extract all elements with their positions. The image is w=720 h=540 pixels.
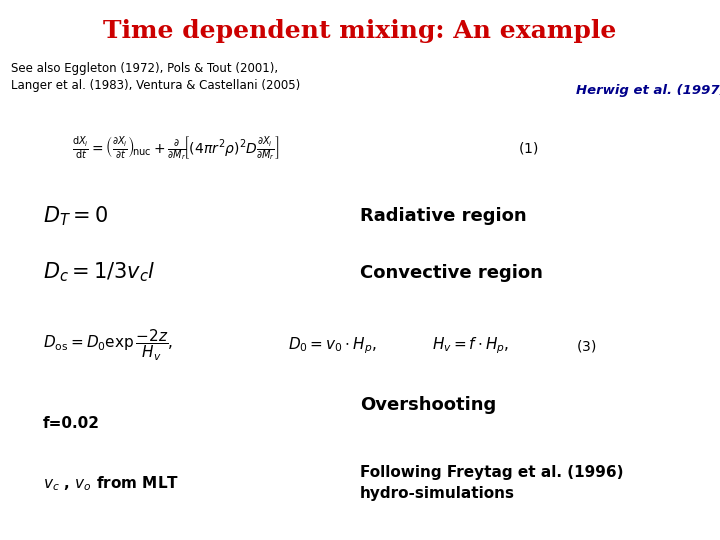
Text: Radiative region: Radiative region (360, 207, 526, 225)
Text: $D_0 = v_0 \cdot H_p,$: $D_0 = v_0 \cdot H_p,$ (288, 335, 377, 356)
Text: Convective region: Convective region (360, 264, 543, 282)
Text: Overshooting: Overshooting (360, 396, 496, 414)
Text: $\frac{\mathrm{d}X_i}{\mathrm{d}t} = \left(\frac{\partial X_i}{\partial t}\right: $\frac{\mathrm{d}X_i}{\mathrm{d}t} = \le… (72, 134, 279, 163)
Text: $v_c$ , $v_o$ from MLT: $v_c$ , $v_o$ from MLT (43, 474, 179, 492)
Text: $H_v = f \cdot H_p,$: $H_v = f \cdot H_p,$ (432, 335, 509, 356)
Text: $\mathit{D}_{\mathrm{os}} = D_0 \exp\dfrac{-2z}{H_v},$: $\mathit{D}_{\mathrm{os}} = D_0 \exp\dfr… (43, 328, 174, 363)
Text: Time dependent mixing: An example: Time dependent mixing: An example (103, 19, 617, 43)
Text: See also Eggleton (1972), Pols & Tout (2001),
Langer et al. (1983), Ventura & Ca: See also Eggleton (1972), Pols & Tout (2… (11, 62, 300, 92)
Text: $(3)$: $(3)$ (576, 338, 596, 354)
Text: $\mathit{D}_{\mathit{c}} = 1/3\mathit{v}_{\mathit{c}}\mathit{l}$: $\mathit{D}_{\mathit{c}} = 1/3\mathit{v}… (43, 261, 156, 285)
Text: f=0.02: f=0.02 (43, 416, 100, 431)
Text: Herwig et al. (1997): Herwig et al. (1997) (576, 84, 720, 97)
Text: $\mathit{D}_{\mathit{T}} = 0$: $\mathit{D}_{\mathit{T}} = 0$ (43, 204, 108, 228)
Text: $(1)$: $(1)$ (518, 140, 539, 157)
Text: Following Freytag et al. (1996)
hydro-simulations: Following Freytag et al. (1996) hydro-si… (360, 465, 624, 501)
